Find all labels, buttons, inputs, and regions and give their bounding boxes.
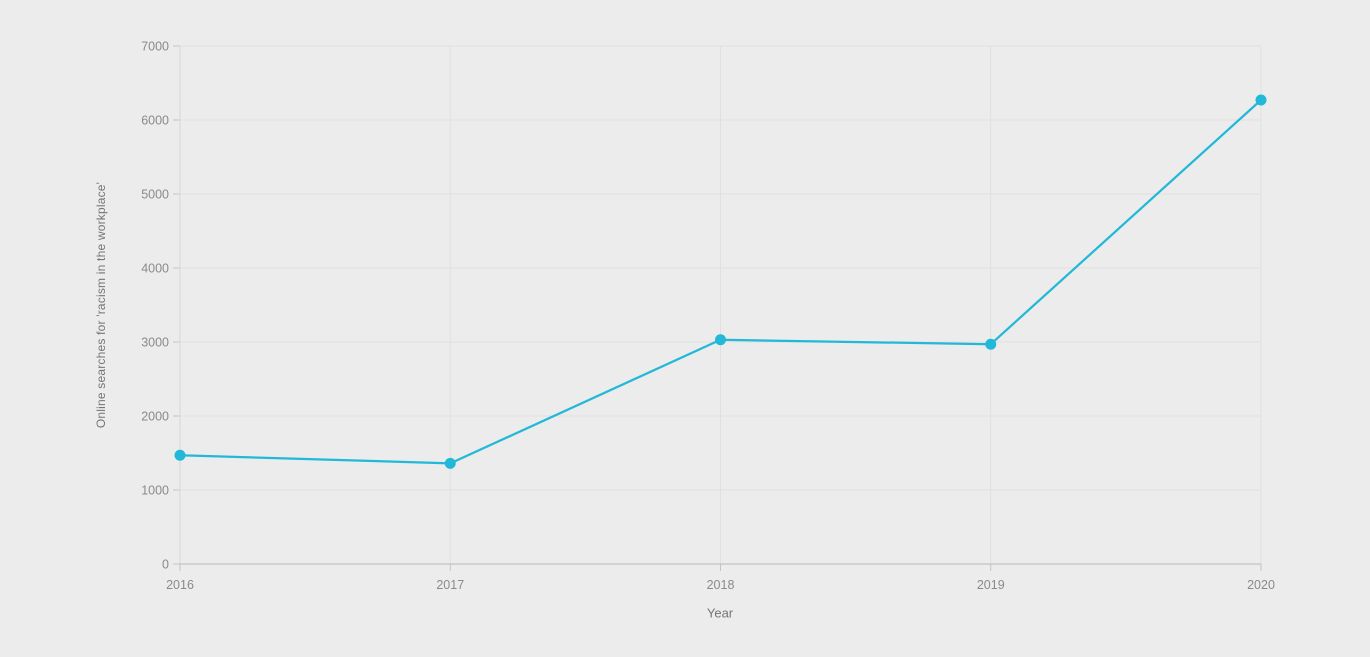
x-tick-label: 2018 [707, 578, 735, 592]
y-tick-label: 2000 [141, 410, 169, 424]
y-tick-label: 0 [162, 558, 169, 572]
data-point-2020 [1255, 94, 1267, 106]
x-axis-title: Year [706, 605, 734, 621]
x-tick-label: 2020 [1247, 578, 1275, 592]
y-tick-label: 5000 [141, 188, 169, 202]
y-tick-label: 7000 [141, 40, 169, 54]
x-tick-label: 2019 [977, 578, 1005, 592]
y-tick-label: 1000 [141, 484, 169, 498]
y-tick-label: 6000 [141, 114, 169, 128]
y-axis-title: Online searches for 'racism in the workp… [94, 181, 108, 429]
y-tick-label: 4000 [141, 262, 169, 276]
x-tick-label: 2016 [166, 578, 194, 592]
x-tick-label: 2017 [436, 578, 464, 592]
data-point-2016 [174, 449, 186, 461]
y-tick-label: 3000 [141, 336, 169, 350]
data-point-2019 [985, 338, 997, 350]
data-point-2017 [444, 457, 456, 469]
data-point-2018 [715, 334, 726, 346]
